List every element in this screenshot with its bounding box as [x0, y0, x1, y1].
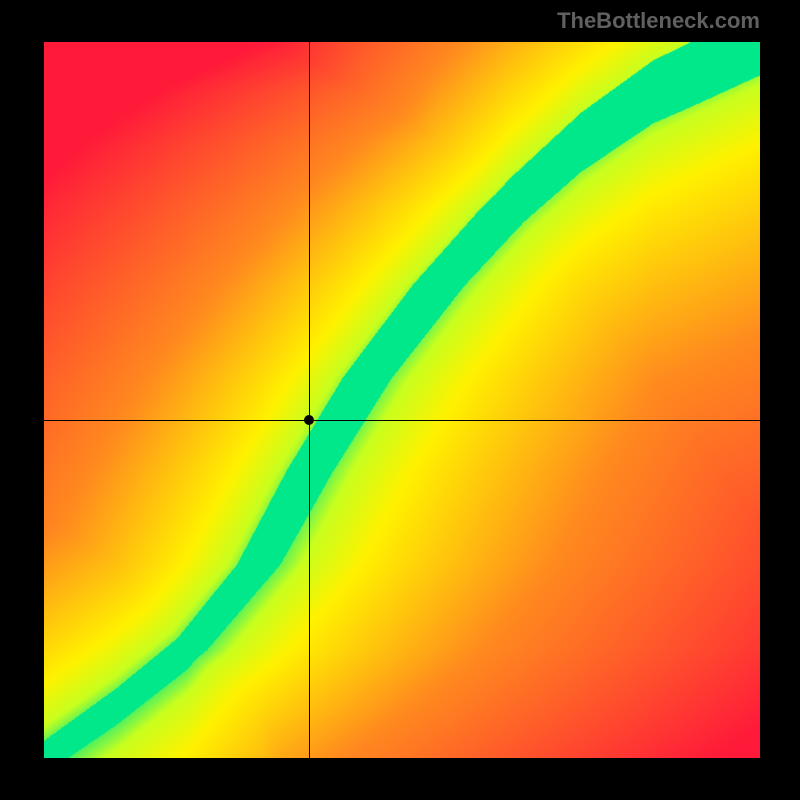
heatmap-plot — [44, 42, 760, 758]
marker-dot — [304, 415, 314, 425]
watermark-text: TheBottleneck.com — [557, 8, 760, 34]
heatmap-canvas — [44, 42, 760, 758]
crosshair-vertical — [309, 42, 310, 758]
crosshair-horizontal — [44, 420, 760, 421]
